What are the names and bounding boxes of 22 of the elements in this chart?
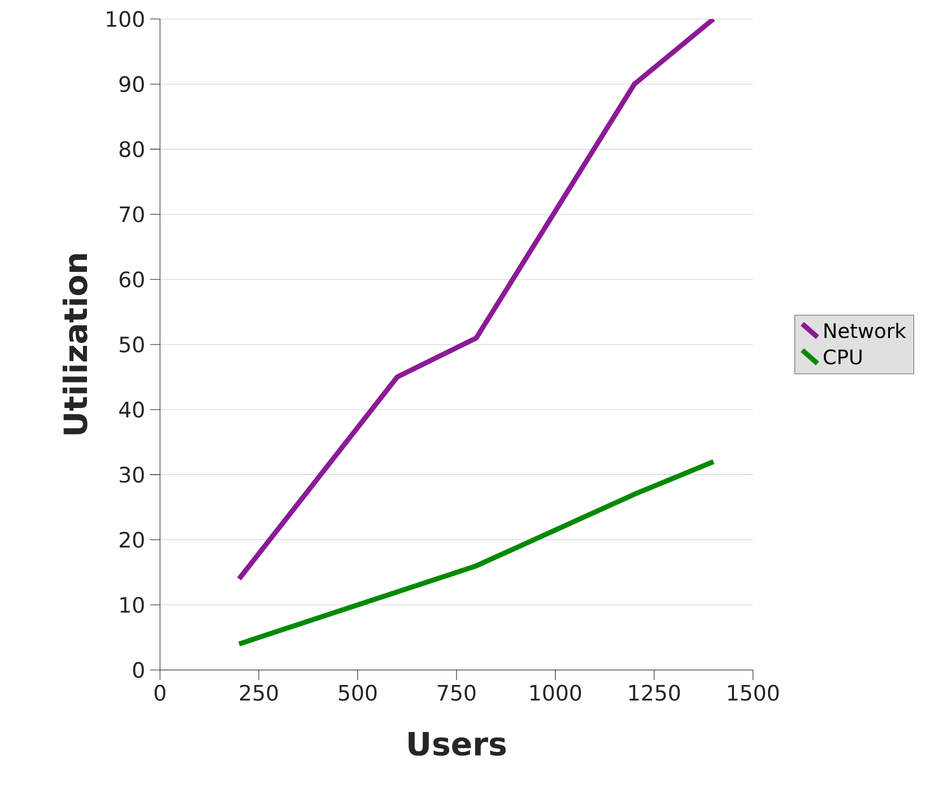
- y-tick-label: 0: [133, 662, 144, 678]
- x-tick-label: 1500: [728, 684, 779, 701]
- y-tick-label: 20: [120, 532, 144, 548]
- y-axis-title: Utilization: [62, 254, 88, 434]
- x-tick-label: 500: [338, 684, 377, 701]
- y-tick-label: 10: [120, 596, 144, 613]
- x-axis-title: Users: [408, 732, 506, 756]
- legend-label: CPU: [824, 349, 862, 364]
- y-tick-label: 30: [120, 466, 144, 483]
- legend-label: Network: [824, 322, 906, 338]
- x-tick-label: 0: [154, 684, 166, 701]
- x-tick-label: 1000: [530, 684, 582, 701]
- y-tick-label: 80: [120, 141, 144, 158]
- y-tick-label: 60: [120, 271, 144, 288]
- y-tick-label: 70: [120, 206, 144, 222]
- x-tick-label: 750: [438, 684, 476, 701]
- y-tick-label: 40: [119, 402, 144, 418]
- y-tick-label: 90: [119, 76, 144, 92]
- y-tick-label: 100: [106, 10, 144, 28]
- x-tick-label: 1250: [629, 684, 680, 701]
- x-tick-label: 250: [240, 684, 278, 701]
- y-tick-label: 50: [120, 336, 144, 353]
